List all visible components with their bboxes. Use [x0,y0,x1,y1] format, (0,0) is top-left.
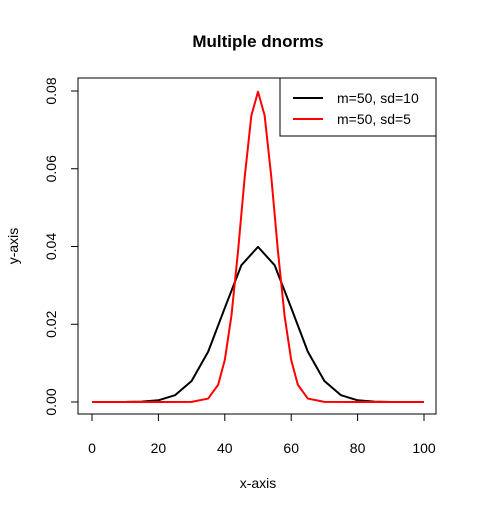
y-tick-label: 0.04 [43,233,59,260]
y-tick-label: 0.00 [43,388,59,415]
x-tick-label: 20 [151,440,167,456]
x-tick-label: 40 [217,440,233,456]
x-tick-label: 80 [350,440,366,456]
x-tick-label: 0 [88,440,96,456]
series-layer [91,90,424,403]
series-line-2 [92,90,424,403]
y-tick-label: 0.02 [43,310,59,337]
x-axis: 0 20 40 60 80 100 [88,413,436,456]
y-axis-label: y-axis [5,228,21,265]
legend-label-1: m=50, sd=10 [337,90,419,106]
legend-box [279,77,437,137]
chart-title: Multiple dnorms [192,32,323,51]
series-line-1 [91,245,424,403]
legend-label-2: m=50, sd=5 [337,111,411,127]
x-tick-label: 60 [283,440,299,456]
x-axis-label: x-axis [240,475,277,491]
y-tick-label: 0.08 [43,77,59,104]
y-tick-label: 0.06 [43,155,59,182]
y-axis: 0.00 0.02 0.04 0.06 0.08 [43,77,79,416]
legend: m=50, sd=10 m=50, sd=5 [279,77,437,137]
x-tick-label: 100 [412,440,436,456]
